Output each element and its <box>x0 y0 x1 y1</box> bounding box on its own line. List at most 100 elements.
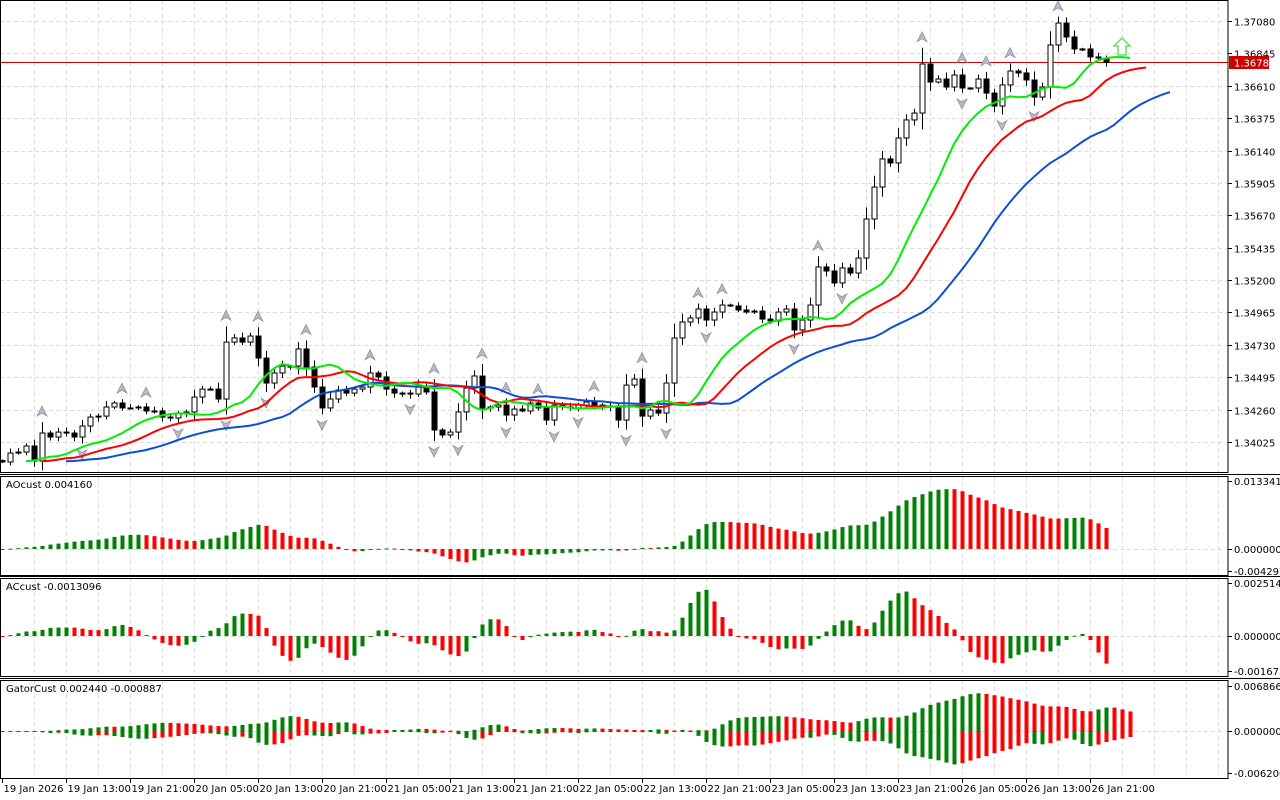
candle[interactable] <box>823 263 830 277</box>
candle[interactable] <box>703 305 710 327</box>
candle[interactable] <box>807 297 814 328</box>
candle[interactable] <box>871 175 878 230</box>
candle[interactable] <box>711 307 718 327</box>
candle[interactable] <box>727 303 734 308</box>
candle[interactable] <box>911 108 918 126</box>
candle[interactable] <box>79 419 86 444</box>
candle[interactable] <box>135 405 142 411</box>
candle[interactable] <box>39 422 46 471</box>
candle[interactable] <box>255 327 262 367</box>
main-price-panel[interactable] <box>0 1 1228 487</box>
candle[interactable] <box>95 413 102 422</box>
candle[interactable] <box>1063 17 1070 43</box>
candle[interactable] <box>439 427 446 438</box>
candle[interactable] <box>455 403 462 440</box>
candle[interactable] <box>999 77 1006 115</box>
candle[interactable] <box>375 370 382 382</box>
gator-panel[interactable] <box>0 693 1228 765</box>
candle[interactable] <box>695 303 702 324</box>
candle[interactable] <box>663 373 670 423</box>
candle[interactable] <box>87 413 94 433</box>
candle[interactable] <box>295 342 302 375</box>
candle[interactable] <box>303 340 310 376</box>
ao-panel[interactable] <box>0 489 1228 563</box>
candle[interactable] <box>1087 44 1094 62</box>
candle[interactable] <box>1055 16 1062 52</box>
candle[interactable] <box>55 427 62 442</box>
candle[interactable] <box>551 400 558 426</box>
candle[interactable] <box>63 427 70 437</box>
candle[interactable] <box>391 384 398 398</box>
candle[interactable] <box>423 382 430 395</box>
candle[interactable] <box>815 256 822 319</box>
candle[interactable] <box>1031 71 1038 106</box>
candle[interactable] <box>975 74 982 93</box>
candle[interactable] <box>215 382 222 403</box>
candle[interactable] <box>959 68 966 93</box>
candle[interactable] <box>775 307 782 326</box>
candle[interactable] <box>327 392 334 412</box>
candle[interactable] <box>927 57 934 91</box>
candle[interactable] <box>967 87 974 90</box>
candle[interactable] <box>735 302 742 313</box>
candle[interactable] <box>623 374 630 430</box>
candle[interactable] <box>679 313 686 345</box>
candle[interactable] <box>351 387 358 397</box>
candle[interactable] <box>831 264 838 287</box>
candle[interactable] <box>879 151 886 197</box>
candle[interactable] <box>7 448 14 466</box>
candle[interactable] <box>839 262 846 288</box>
candle[interactable] <box>935 75 942 84</box>
candle[interactable] <box>1071 30 1078 54</box>
candle[interactable] <box>639 368 646 427</box>
candle[interactable] <box>407 389 414 399</box>
candle[interactable] <box>895 128 902 173</box>
candle[interactable] <box>863 207 870 270</box>
candle[interactable] <box>111 400 118 410</box>
candle[interactable] <box>527 400 534 415</box>
candle[interactable] <box>119 399 126 411</box>
candle[interactable] <box>263 351 270 393</box>
candle[interactable] <box>343 386 350 396</box>
candle[interactable] <box>543 401 550 425</box>
candle[interactable] <box>1047 31 1054 99</box>
ac-panel[interactable] <box>0 589 1228 664</box>
candle[interactable] <box>199 385 206 404</box>
candle[interactable] <box>447 429 454 438</box>
candle[interactable] <box>47 430 54 441</box>
candle[interactable] <box>855 249 862 279</box>
candle[interactable] <box>791 302 798 339</box>
candle[interactable] <box>751 309 758 315</box>
candle[interactable] <box>847 263 854 276</box>
candle[interactable] <box>983 71 990 100</box>
candle[interactable] <box>1039 82 1046 101</box>
candle[interactable] <box>247 332 254 346</box>
candle[interactable] <box>23 443 30 456</box>
candle[interactable] <box>951 70 958 92</box>
candle[interactable] <box>671 323 678 397</box>
candle[interactable] <box>783 304 790 316</box>
candle[interactable] <box>759 306 766 324</box>
candle[interactable] <box>519 405 526 413</box>
candle[interactable] <box>719 299 726 319</box>
candle[interactable] <box>335 385 342 403</box>
candle[interactable] <box>1007 63 1014 92</box>
candle[interactable] <box>319 378 326 415</box>
candle[interactable] <box>903 114 910 147</box>
candle[interactable] <box>1079 47 1086 52</box>
candle[interactable] <box>103 401 110 420</box>
candle[interactable] <box>151 406 158 414</box>
candle[interactable] <box>399 391 406 398</box>
candle[interactable] <box>143 403 150 415</box>
candle[interactable] <box>687 315 694 327</box>
candle[interactable] <box>943 72 950 91</box>
candle[interactable] <box>991 88 998 113</box>
candle[interactable] <box>71 430 78 442</box>
candle[interactable] <box>231 333 238 345</box>
candle[interactable] <box>1015 69 1022 78</box>
candle[interactable] <box>239 332 246 346</box>
candle[interactable] <box>223 326 230 415</box>
candle[interactable] <box>0 459 6 464</box>
candle[interactable] <box>207 386 214 391</box>
